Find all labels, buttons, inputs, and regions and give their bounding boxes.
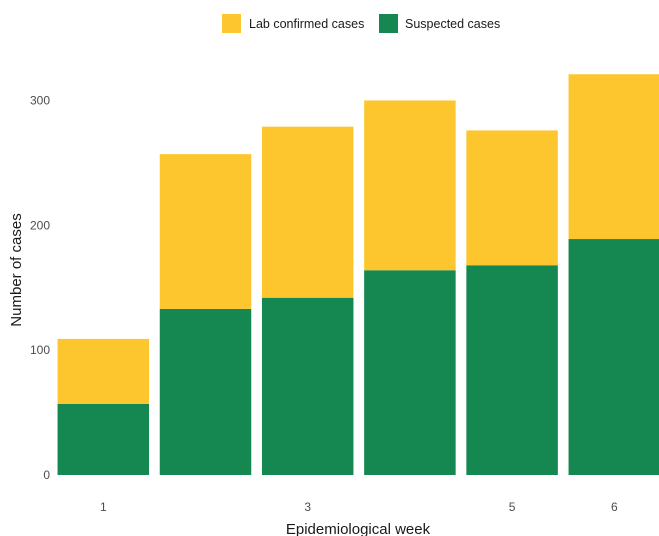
legend: Lab confirmed cases Suspected cases xyxy=(222,14,500,33)
bar-lab-confirmed-week-4 xyxy=(364,100,456,271)
bar-suspected-week-2 xyxy=(159,308,252,475)
x-tick-label-5: 5 xyxy=(509,500,516,514)
y-axis-title: Number of cases xyxy=(8,213,25,326)
bar-lab-confirmed-week-6 xyxy=(568,74,659,240)
bar-lab-confirmed-week-3 xyxy=(261,126,354,298)
y-tick-label-100: 100 xyxy=(30,343,50,357)
bar-lab-confirmed-week-5 xyxy=(466,130,558,266)
legend-label-suspected: Suspected cases xyxy=(405,17,500,31)
y-tick-label-300: 300 xyxy=(30,93,50,107)
legend-label-lab-confirmed: Lab confirmed cases xyxy=(249,17,364,31)
bars xyxy=(57,74,659,475)
bar-lab-confirmed-week-1 xyxy=(57,338,150,404)
y-tick-label-0: 0 xyxy=(43,468,50,482)
bar-suspected-week-5 xyxy=(466,265,558,475)
legend-key-lab-confirmed xyxy=(222,14,241,33)
bar-suspected-week-6 xyxy=(568,239,659,475)
x-axis-title: Epidemiological week xyxy=(286,521,431,536)
y-tick-label-200: 200 xyxy=(30,218,50,232)
y-axis-ticks: 0 100 200 300 xyxy=(30,93,50,482)
bar-suspected-week-4 xyxy=(364,270,456,475)
x-tick-label-3: 3 xyxy=(304,500,311,514)
bar-suspected-week-3 xyxy=(261,297,354,475)
legend-key-suspected xyxy=(379,14,398,33)
bar-suspected-week-1 xyxy=(57,403,150,475)
x-tick-label-6: 6 xyxy=(611,500,618,514)
x-axis-ticks: 1 3 5 6 xyxy=(100,500,618,514)
bar-lab-confirmed-week-2 xyxy=(159,154,252,309)
x-tick-label-1: 1 xyxy=(100,500,107,514)
